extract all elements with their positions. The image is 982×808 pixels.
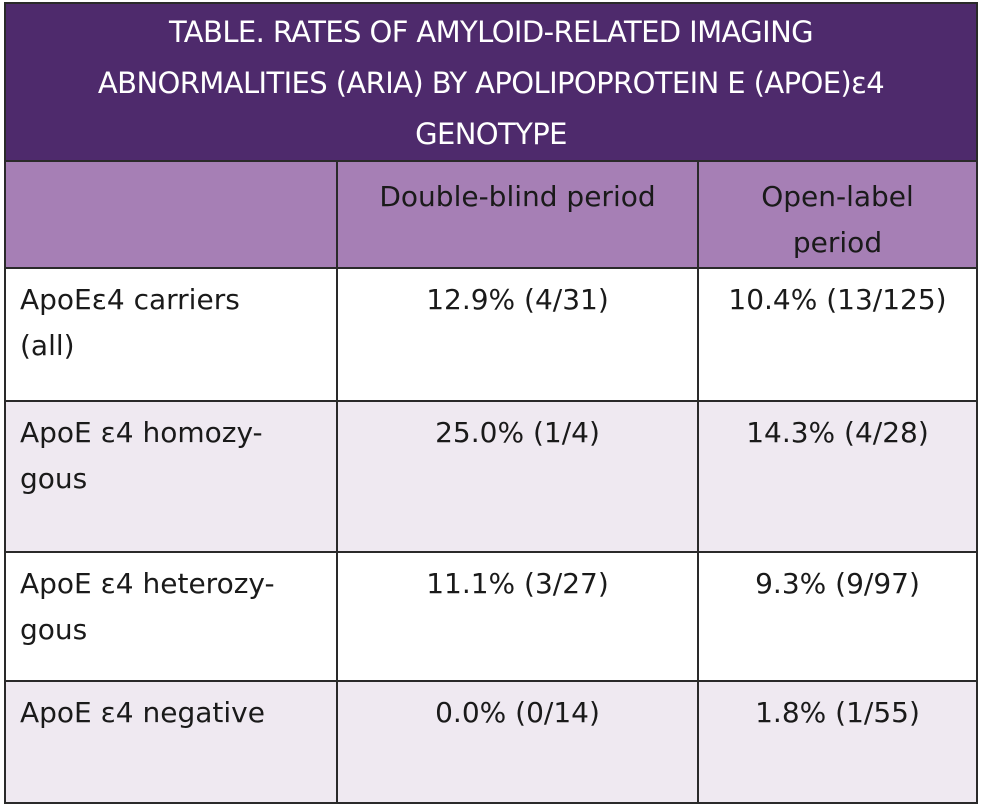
- table-row: ApoEε4 carriers (all) 12.9% (4/31) 10.4%…: [6, 267, 976, 402]
- open-label-value: 10.4% (13/125): [697, 267, 976, 402]
- table-row: ApoE ε4 heterozy- gous 11.1% (3/27) 9.3%…: [6, 551, 976, 682]
- double-blind-value: 0.0% (0/14): [336, 680, 699, 802]
- open-label-value: 1.8% (1/55): [697, 680, 976, 802]
- double-blind-value: 11.1% (3/27): [336, 551, 699, 682]
- double-blind-value: 12.9% (4/31): [336, 267, 699, 402]
- row-label: ApoEε4 carriers (all): [6, 267, 338, 402]
- header-row: Double-blind period Open-label period: [6, 162, 976, 269]
- row-label: ApoE ε4 negative: [6, 680, 338, 802]
- table-row: ApoE ε4 homozy- gous 25.0% (1/4) 14.3% (…: [6, 400, 976, 553]
- table-title: TABLE. RATES OF AMYLOID-RELATED IMAGING …: [6, 4, 976, 162]
- data-table: Double-blind period Open-label period Ap…: [6, 162, 976, 802]
- header-cell-open-label: Open-label period: [697, 162, 976, 269]
- row-label: ApoE ε4 homozy- gous: [6, 400, 338, 553]
- open-label-value: 14.3% (4/28): [697, 400, 976, 553]
- open-label-value: 9.3% (9/97): [697, 551, 976, 682]
- row-label: ApoE ε4 heterozy- gous: [6, 551, 338, 682]
- double-blind-value: 25.0% (1/4): [336, 400, 699, 553]
- table-row: ApoE ε4 negative 0.0% (0/14) 1.8% (1/55): [6, 680, 976, 802]
- header-cell-double-blind: Double-blind period: [336, 162, 699, 269]
- header-cell-empty: [6, 162, 338, 269]
- aria-table: TABLE. RATES OF AMYLOID-RELATED IMAGING …: [4, 2, 978, 804]
